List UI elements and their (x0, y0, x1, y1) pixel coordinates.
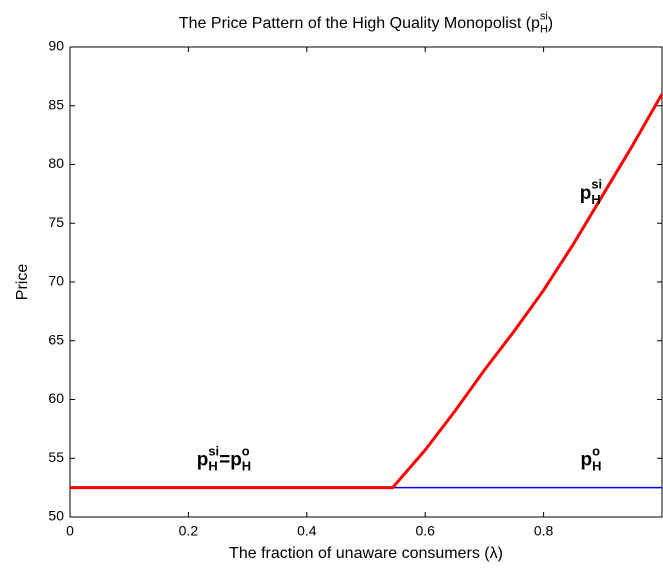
chart-title-part: ) (548, 15, 553, 32)
annotation-part: H (592, 459, 601, 474)
annotation-part: si (591, 177, 602, 192)
x-tick-label: 0.4 (297, 523, 317, 539)
annotation: p siH (580, 177, 602, 207)
x-tick-label: 0 (66, 523, 74, 539)
annotation-part: H (591, 192, 600, 207)
y-tick-label: 60 (48, 390, 64, 406)
annotation-part: p (580, 183, 592, 204)
annotation: p siH =p oH (197, 443, 251, 473)
annotation-part: o (592, 443, 600, 458)
annotation-part: H (208, 459, 217, 474)
chart-title-part: si (540, 11, 548, 23)
y-tick-label: 65 (48, 331, 64, 347)
y-tick-label: 75 (48, 214, 64, 230)
y-tick-label: 50 (48, 508, 64, 524)
annotation-part: p (197, 450, 209, 471)
annotation-part: H (242, 459, 251, 474)
x-axis-label: The fraction of unaware consumers (λ) (229, 545, 503, 562)
y-axis-label: Price (14, 264, 31, 301)
y-tick-label: 85 (48, 96, 64, 112)
chart-title: The Price Pattern of the High Quality Mo… (179, 11, 553, 36)
y-tick-label: 70 (48, 273, 64, 289)
data-line (70, 93, 663, 490)
annotation-part: =p (219, 450, 242, 471)
y-tick-label: 55 (48, 449, 64, 465)
chart-title-part: H (540, 23, 548, 35)
annotation-part: si (208, 443, 219, 458)
y-tick-label: 80 (48, 155, 64, 171)
x-tick-label: 0.2 (179, 523, 199, 539)
annotation-part: p (580, 450, 592, 471)
annotation-part: o (242, 443, 250, 458)
x-tick-label: 0.8 (534, 523, 554, 539)
x-tick-label: 0.6 (415, 523, 435, 539)
y-tick-label: 90 (48, 38, 64, 54)
annotation: p oH (580, 443, 601, 473)
chart-title-part: The Price Pattern of the High Quality Mo… (179, 15, 540, 32)
